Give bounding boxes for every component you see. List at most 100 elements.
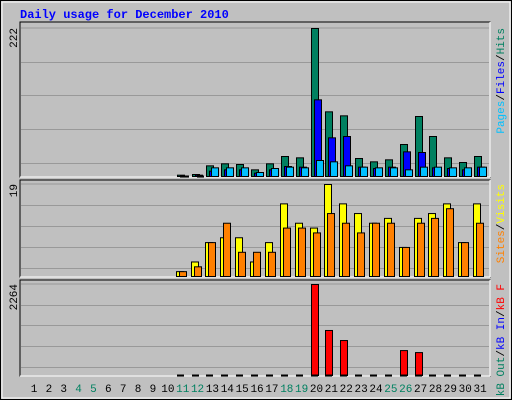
x-tick-label: 10	[161, 384, 174, 396]
bar	[464, 167, 472, 177]
x-tick-label: 3	[60, 384, 67, 396]
bar	[325, 329, 333, 376]
x-tick-label: 16	[250, 384, 263, 396]
legend-separator: /	[496, 224, 508, 231]
bar	[476, 222, 484, 278]
bar	[330, 161, 338, 177]
y-max-label: 19	[9, 184, 21, 197]
bar	[446, 208, 454, 277]
bar	[327, 213, 335, 277]
x-tick-label: 4	[75, 384, 82, 396]
bar	[238, 251, 246, 277]
bar	[298, 227, 306, 277]
bar	[268, 251, 276, 277]
bar	[241, 167, 249, 177]
x-tick-label: 18	[280, 384, 293, 396]
legend: Sites/Visits	[496, 184, 508, 263]
bar	[417, 222, 425, 278]
x-tick-label: 22	[340, 384, 353, 396]
x-tick-label: 7	[120, 384, 127, 396]
legend-separator: /	[496, 94, 508, 101]
x-tick-label: 24	[369, 384, 383, 396]
bar	[223, 222, 231, 278]
bar	[420, 166, 428, 178]
bar	[311, 284, 319, 376]
legend-separator: /	[496, 54, 508, 61]
bar	[461, 242, 469, 278]
bar	[387, 222, 395, 278]
x-tick-label: 20	[310, 384, 323, 396]
bar	[415, 352, 423, 377]
bar	[479, 166, 487, 178]
bar	[316, 160, 324, 177]
x-tick-label: 6	[105, 384, 112, 396]
legend-entry: Visits	[496, 184, 508, 224]
bar	[390, 167, 398, 177]
bar	[256, 172, 264, 177]
x-tick-label: 23	[355, 384, 368, 396]
x-tick-label: 1	[31, 384, 38, 396]
x-tick-label: 21	[325, 384, 339, 396]
y-max-label: 222	[9, 28, 21, 48]
x-tick-label: 30	[459, 384, 472, 396]
x-tick-label: 14	[221, 384, 235, 396]
bar	[345, 165, 353, 177]
y-max-label: 2264	[9, 284, 21, 311]
bar	[283, 227, 291, 277]
plot-area	[19, 21, 491, 178]
plot-area	[19, 279, 491, 377]
bar	[372, 222, 380, 278]
legend-entry: kB Out	[496, 357, 508, 397]
bar	[449, 167, 457, 177]
x-tick-label: 27	[414, 384, 427, 396]
bar	[208, 242, 216, 278]
bar	[434, 166, 442, 178]
x-tick-label: 25	[384, 384, 397, 396]
x-tick-label: 2	[46, 384, 53, 396]
bar	[286, 166, 294, 178]
legend-separator: /	[496, 350, 508, 357]
bar	[313, 232, 321, 277]
x-tick-label: 29	[444, 384, 457, 396]
legend: kB Out/kB In/kB F	[496, 284, 508, 396]
x-tick-label: 5	[90, 384, 97, 396]
legend-entry: kB In	[496, 317, 508, 350]
legend-entry: Sites	[496, 230, 508, 263]
bar	[340, 340, 348, 376]
bar	[342, 222, 350, 278]
bar	[301, 167, 309, 177]
legend-entry: Hits	[496, 28, 508, 54]
bar	[226, 167, 234, 177]
chart-title: Daily usage for December 2010	[20, 8, 229, 22]
bar	[253, 251, 261, 277]
x-tick-label: 11	[176, 384, 190, 396]
x-tick-label: 28	[429, 384, 442, 396]
x-tick-label: 12	[191, 384, 204, 396]
x-tick-label: 17	[265, 384, 278, 396]
legend: Pages/Files/Hits	[496, 28, 508, 134]
x-tick-label: 26	[399, 384, 412, 396]
bar	[357, 232, 365, 277]
legend-entry: Files	[496, 61, 508, 94]
legend-separator: /	[496, 310, 508, 317]
x-tick-label: 13	[206, 384, 219, 396]
bar	[179, 271, 187, 278]
bar	[211, 167, 219, 177]
legend-entry: kB F	[496, 284, 508, 310]
bar	[400, 350, 408, 376]
bar	[431, 217, 439, 277]
bar	[402, 246, 410, 278]
x-tick-label: 31	[473, 384, 487, 396]
bar	[405, 169, 413, 177]
bar	[375, 167, 383, 177]
x-tick-label: 15	[236, 384, 249, 396]
bar	[271, 168, 279, 177]
bar	[360, 166, 368, 178]
x-tick-label: 9	[150, 384, 157, 396]
x-tick-label: 8	[135, 384, 142, 396]
bar	[194, 266, 202, 278]
x-tick-label: 19	[295, 384, 308, 396]
legend-entry: Pages	[496, 101, 508, 134]
